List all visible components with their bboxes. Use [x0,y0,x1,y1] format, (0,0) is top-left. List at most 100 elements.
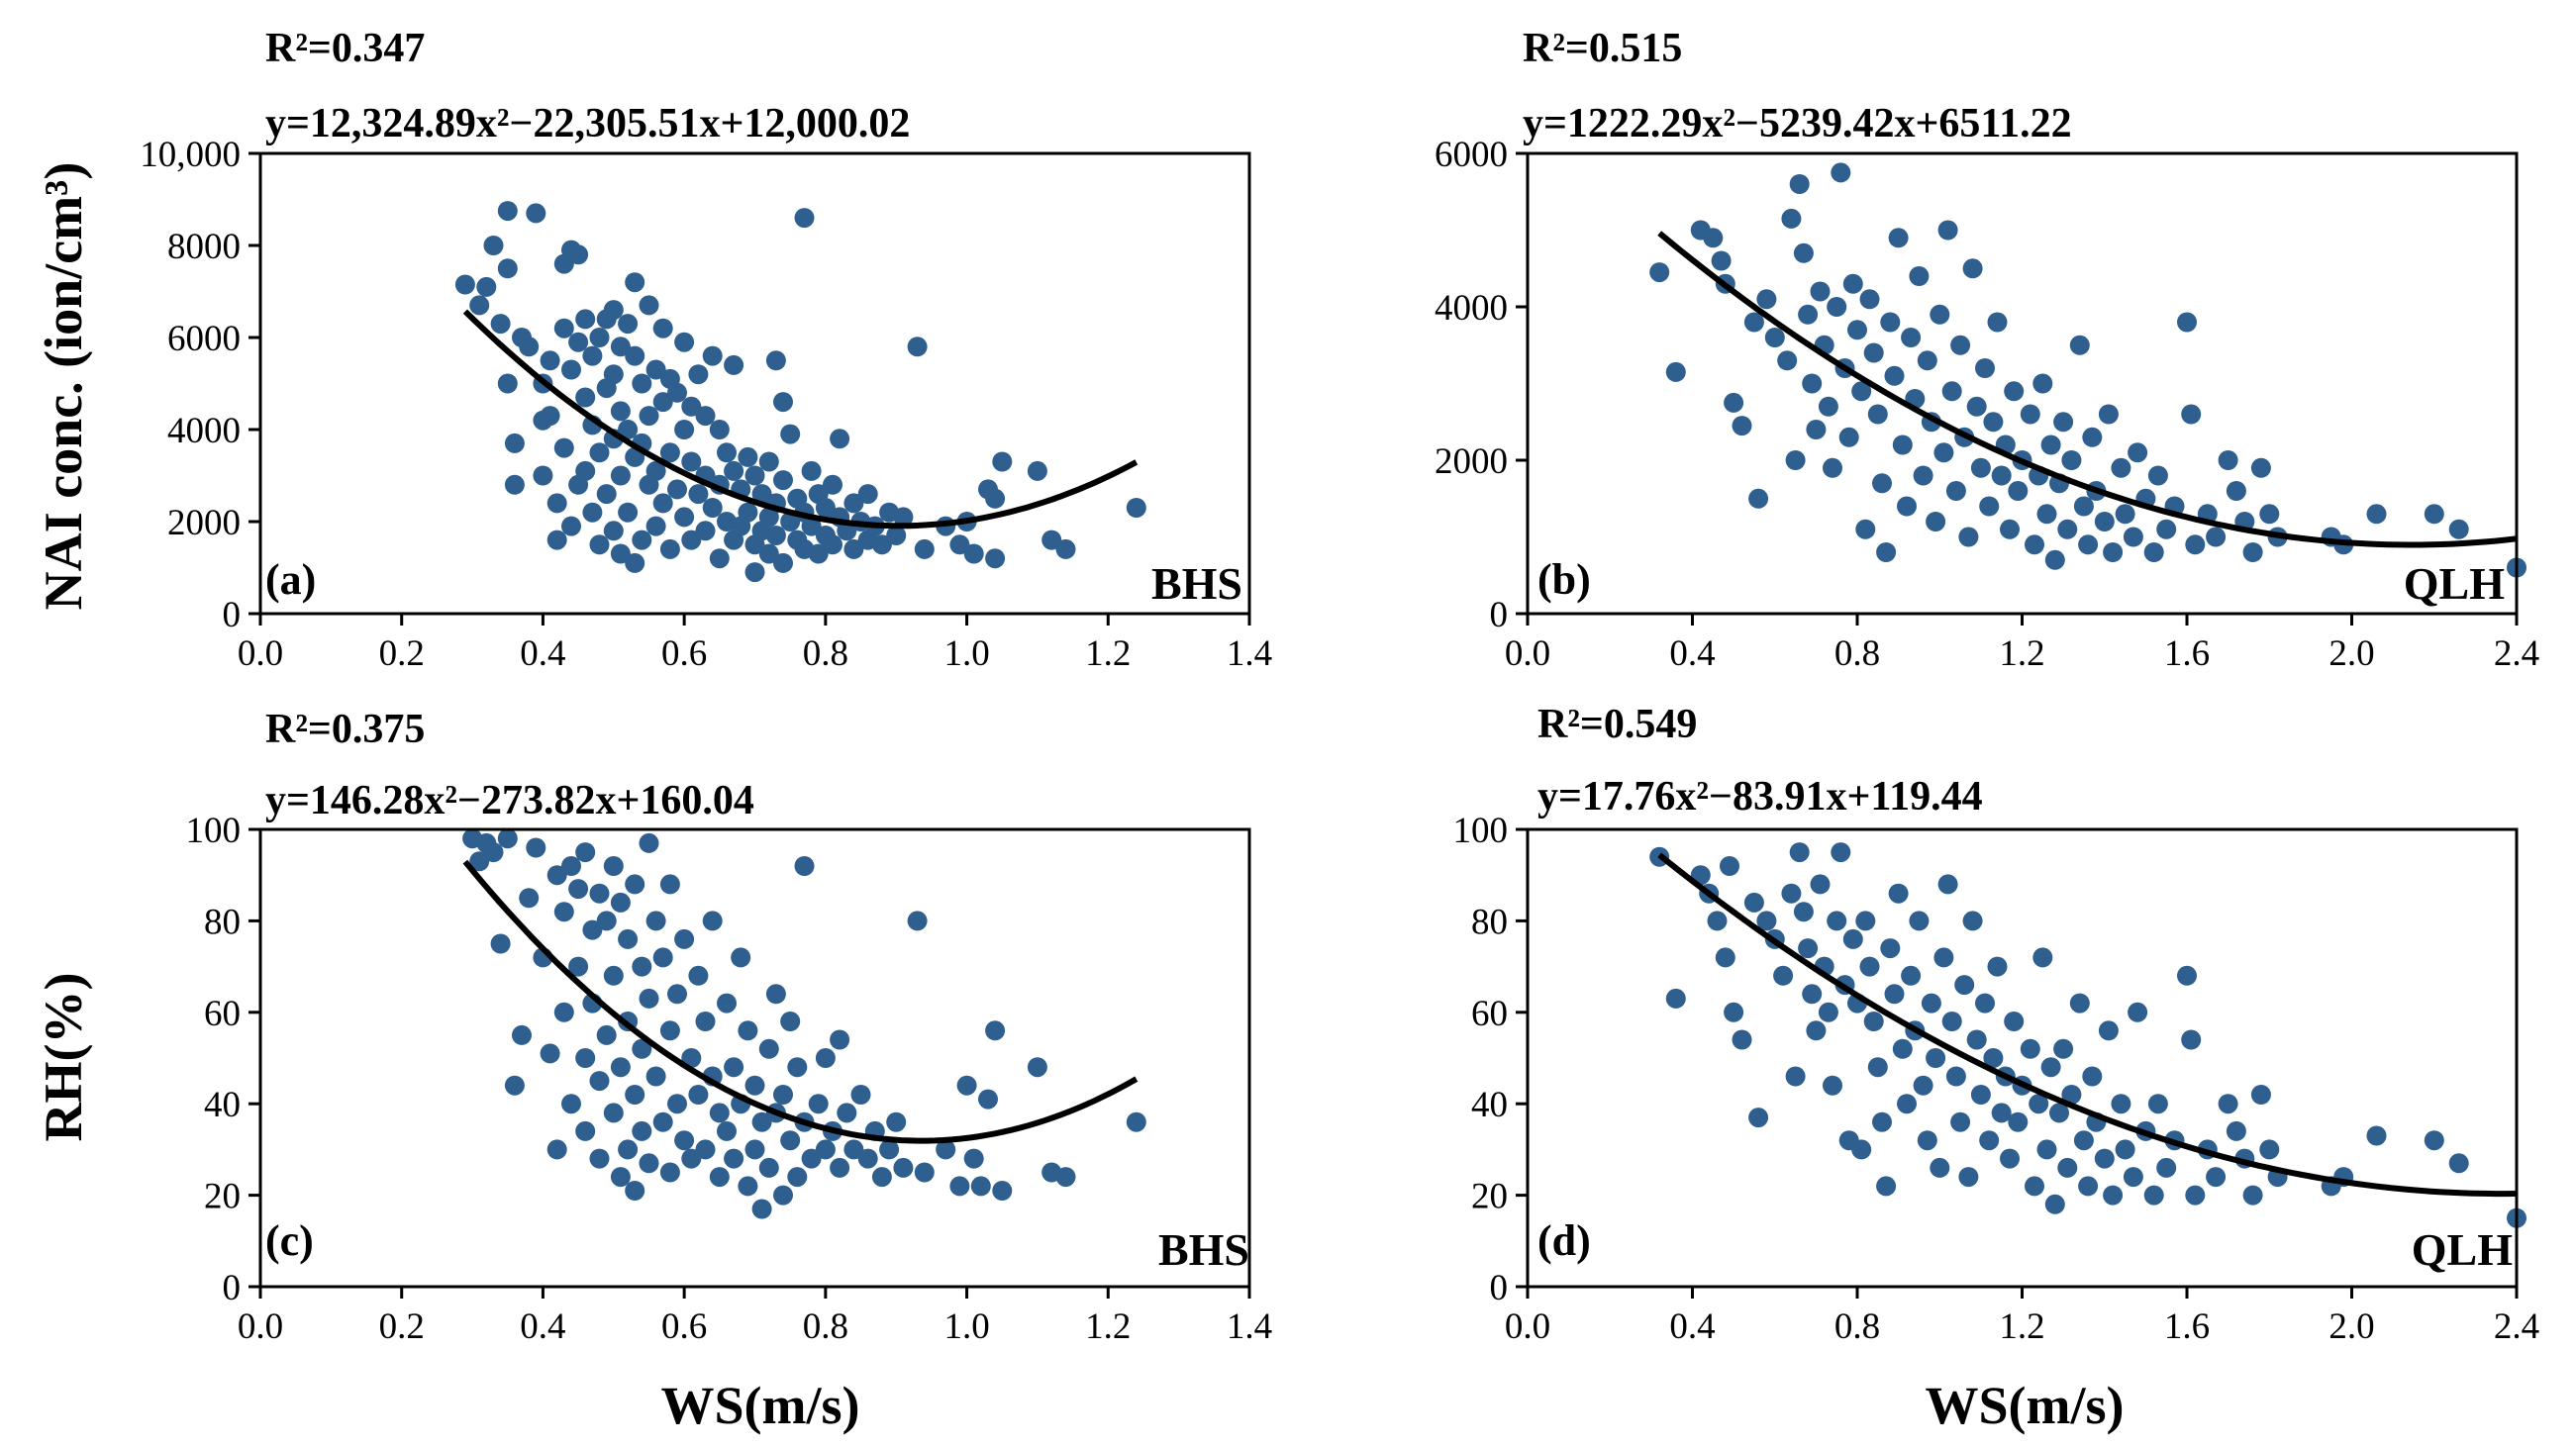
data-point-b-31 [1855,519,1876,539]
data-point-b-59 [1970,457,1991,478]
data-point-b-7 [1732,416,1752,436]
site-label-a: BHS [1151,558,1242,609]
data-point-b-28 [1842,273,1863,294]
data-point-b-113 [2424,504,2444,525]
data-point-c-15 [553,1002,574,1022]
data-point-a-40 [596,484,617,505]
data-point-b-4 [1711,250,1732,271]
data-point-d-23 [1818,1002,1838,1022]
data-point-b-29 [1847,320,1867,340]
panel-label-c: (c) [265,1216,314,1265]
r2-text-d: R²=0.549 [1537,702,1697,747]
data-point-d-7 [1724,1002,1744,1022]
data-point-a-0 [454,274,475,295]
data-point-a-17 [540,406,560,427]
x-tick-label-b-6: 2.4 [2494,633,2539,674]
data-point-b-42 [1901,328,1922,347]
plot-frame-d [1526,827,2519,1289]
data-point-b-103 [2218,450,2238,470]
data-point-b-38 [1884,365,1905,386]
data-point-c-77 [744,1075,765,1096]
data-point-c-67 [709,1103,730,1123]
data-point-a-51 [618,502,639,523]
data-point-b-1 [1665,361,1686,382]
data-point-a-84 [702,345,723,366]
data-point-c-32 [603,1103,624,1123]
data-point-c-34 [610,1057,631,1078]
data-point-d-11 [1756,911,1777,931]
data-point-a-27 [568,332,589,352]
data-point-a-80 [688,484,709,505]
data-point-b-87 [2098,404,2119,425]
equation-text-a: y=12,324.89x²−22,305.51x+12,000.02 [265,101,910,146]
data-point-d-48 [1921,993,1941,1014]
data-point-c-106 [879,1139,900,1160]
data-point-a-143 [949,534,970,555]
data-point-b-106 [2242,542,2263,562]
data-point-c-111 [936,1139,956,1160]
data-point-c-99 [830,1157,850,1178]
y-tick-label-d-2: 40 [1471,1085,1508,1125]
site-label-d: QLH [2412,1224,2513,1275]
x-tick-label-b-2: 0.8 [1834,633,1880,674]
y-axis-c: 0 20 40 60 80 100 [186,811,260,1308]
data-point-a-41 [603,300,624,321]
data-point-a-35 [589,328,610,347]
data-point-c-108 [893,1157,914,1178]
x-tick-label-d-2: 0.8 [1834,1306,1880,1347]
x-tick-label-c-7: 1.4 [1227,1306,1272,1347]
data-point-d-74 [2032,947,2053,968]
data-point-c-43 [632,1038,652,1059]
data-point-a-125 [823,474,842,495]
y-tick-label-c-4: 80 [204,902,241,942]
data-point-b-13 [1781,208,1802,229]
scatter-points-d [1649,842,2526,1228]
data-point-a-149 [992,451,1013,472]
data-point-c-13 [546,1139,567,1160]
data-point-d-93 [2128,1002,2148,1022]
equation-text-c: y=146.28x²−273.82x+160.04 [265,778,754,823]
data-point-a-92 [724,460,744,481]
data-point-d-10 [1748,1108,1769,1128]
data-point-b-89 [2111,457,2131,478]
data-point-c-4 [490,933,511,954]
site-label-b: QLH [2404,558,2505,609]
data-point-d-9 [1743,892,1764,913]
data-point-c-79 [751,1111,772,1132]
data-point-a-152 [1055,538,1076,559]
data-point-d-108 [2250,1085,2271,1105]
data-point-b-50 [1933,442,1954,463]
data-point-c-118 [992,1181,1013,1201]
data-point-a-79 [688,364,709,385]
data-point-d-103 [2206,1167,2227,1188]
data-point-c-29 [596,1024,617,1045]
data-point-a-148 [985,488,1006,509]
data-point-a-113 [780,512,801,531]
panel-c: R²=0.375 y=146.28x²−273.82x+160.04 0.0 0.… [186,707,1273,1347]
data-point-b-57 [1962,258,1983,279]
data-point-a-105 [758,543,779,564]
data-point-a-48 [610,543,631,564]
data-point-c-80 [751,1199,772,1219]
data-point-b-32 [1859,289,1880,310]
data-point-c-90 [787,1167,808,1188]
data-point-a-126 [823,534,842,555]
data-point-c-117 [985,1020,1006,1041]
y-axis-b: 0 2000 4000 6000 [1435,135,1528,635]
data-point-a-86 [709,420,730,439]
data-point-c-75 [738,1020,758,1041]
y-tick-label-d-5: 100 [1453,811,1509,851]
data-point-a-26 [568,244,589,265]
data-point-b-44 [1909,266,1930,286]
data-point-b-74 [2036,504,2057,525]
data-point-b-84 [2082,427,2103,447]
fit-curve-a [462,309,1139,530]
data-point-d-13 [1773,965,1794,986]
y-tick-label-c-3: 60 [204,994,241,1034]
data-point-a-75 [674,507,695,528]
data-point-a-101 [751,484,772,505]
data-point-d-18 [1798,938,1819,959]
data-point-a-32 [582,345,603,366]
data-point-a-103 [758,451,779,472]
data-point-c-86 [773,1185,793,1206]
